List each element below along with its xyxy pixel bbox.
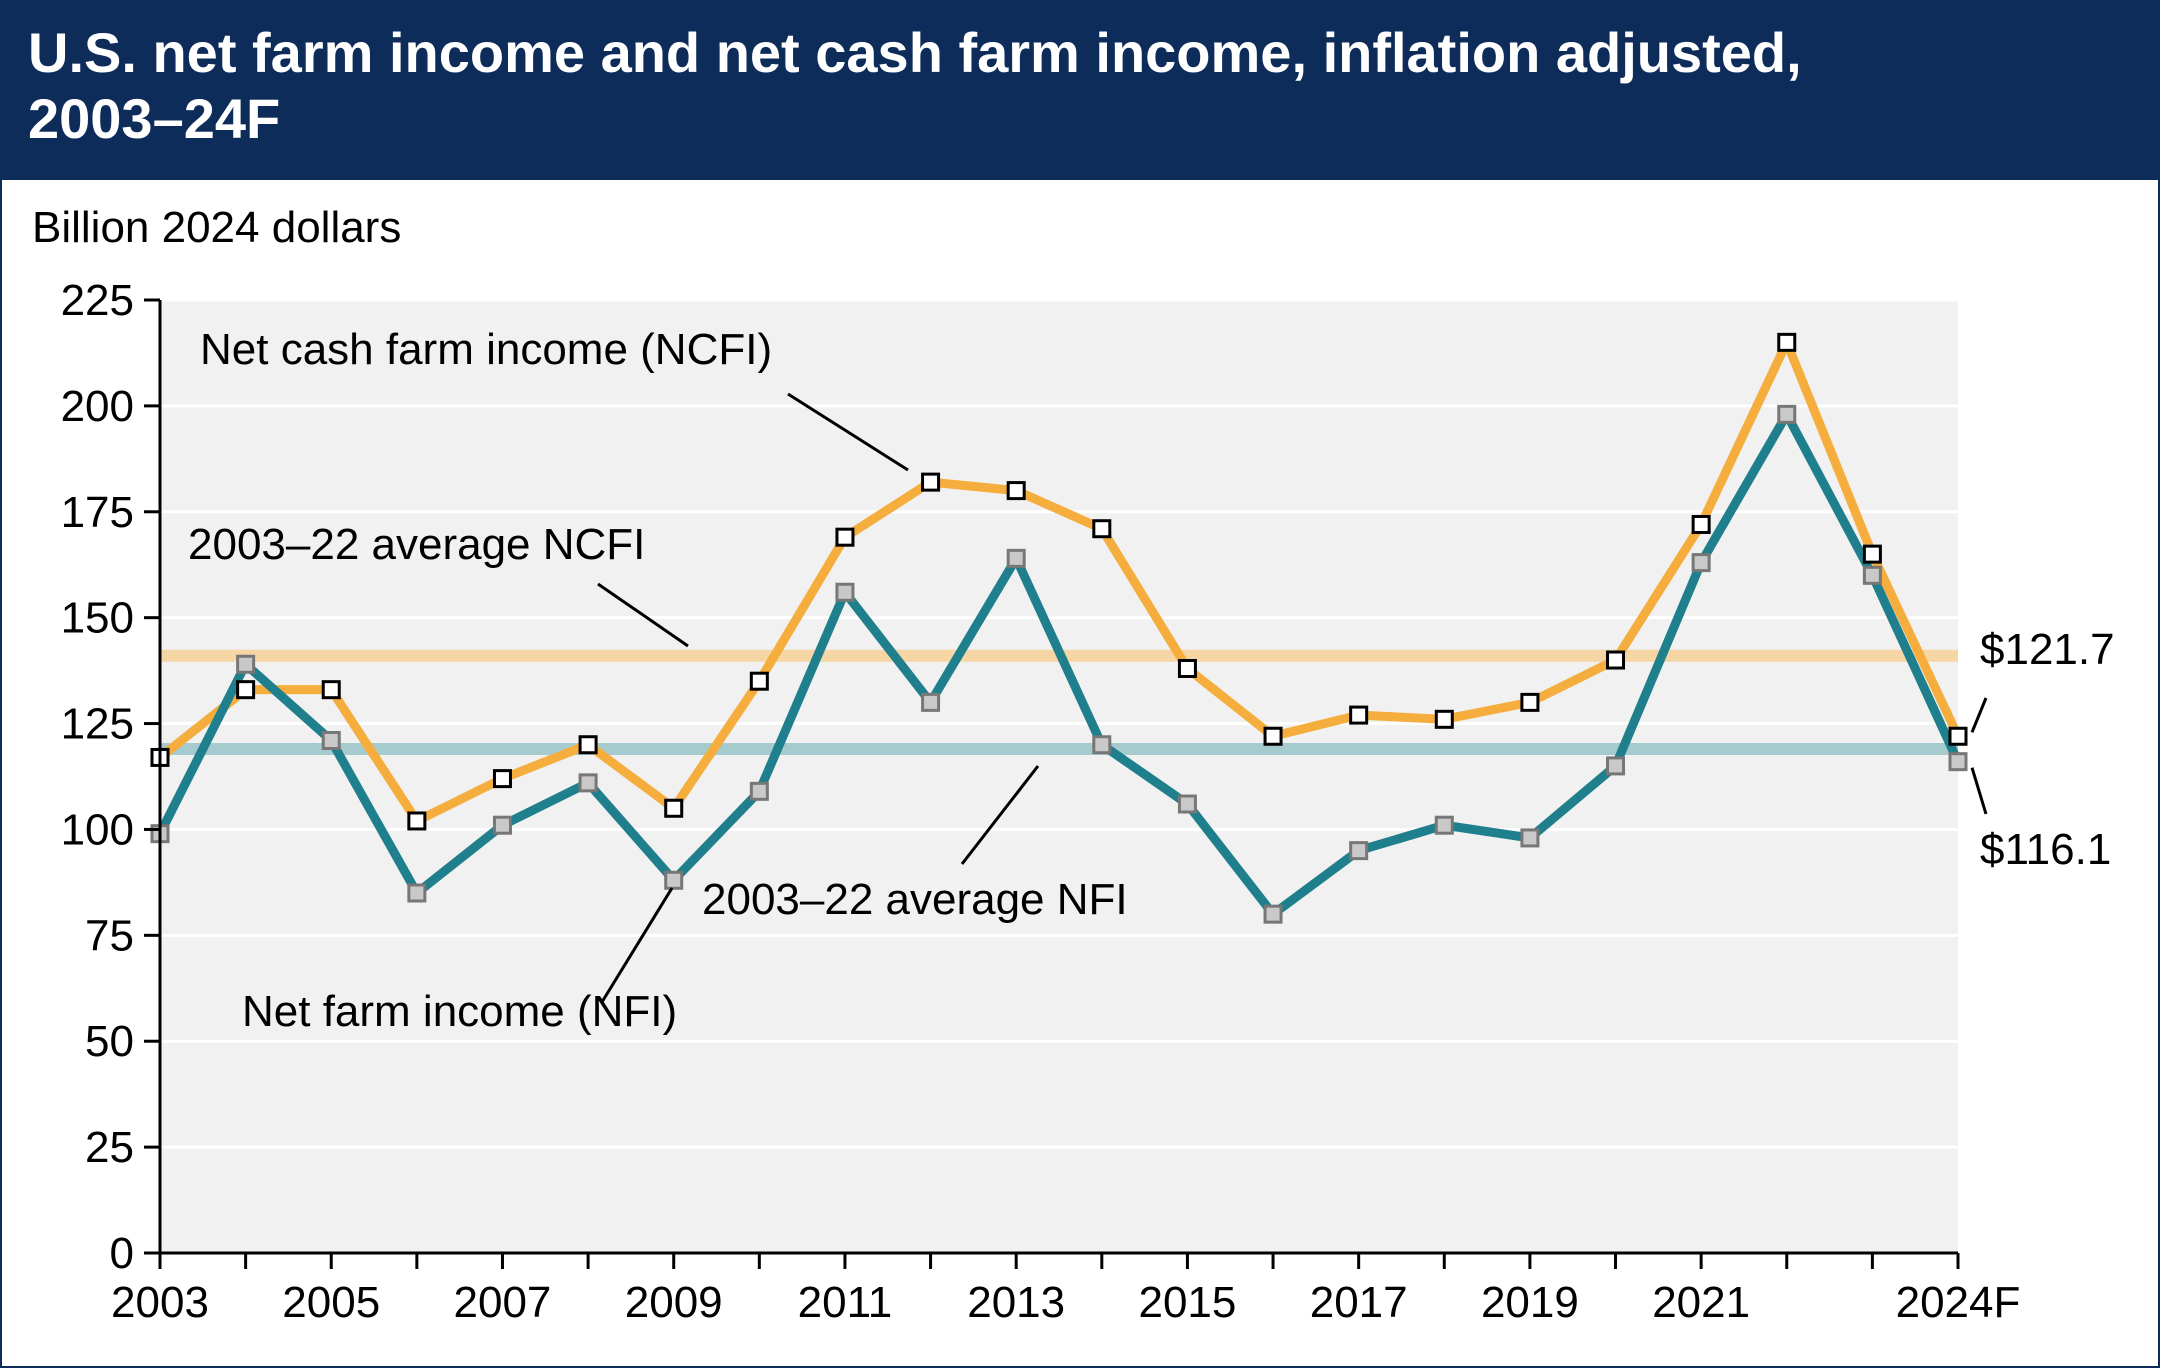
nfi-end-leader xyxy=(1970,767,1988,815)
y-axis-label: Billion 2024 dollars xyxy=(32,203,401,252)
ncfi-point xyxy=(492,769,512,789)
avg-ncfi-label: 2003–22 average NCFI xyxy=(188,520,645,569)
nfi-point xyxy=(1606,756,1626,776)
y-tick-label: 125 xyxy=(61,700,134,749)
y-tick-label: 225 xyxy=(61,276,134,325)
ncfi-point xyxy=(1434,709,1454,729)
y-tick-label: 175 xyxy=(61,488,134,537)
nfi-point xyxy=(1177,794,1197,814)
ncfi-point xyxy=(1691,514,1711,534)
ncfi-point xyxy=(749,671,769,691)
ncfi-point xyxy=(835,527,855,547)
nfi-point xyxy=(835,582,855,602)
ncfi-end-leader xyxy=(1970,697,1988,733)
nfi-point xyxy=(236,654,256,674)
ncfi-point xyxy=(407,811,427,831)
ncfi-point xyxy=(921,472,941,492)
nfi-point xyxy=(749,781,769,801)
ncfi-point xyxy=(1520,692,1540,712)
nfi-point xyxy=(921,692,941,712)
chart-title: U.S. net farm income and net cash farm i… xyxy=(28,21,1802,150)
nfi-point xyxy=(1349,841,1369,861)
y-tick-label: 0 xyxy=(110,1229,134,1278)
ncfi-label-leader xyxy=(787,392,909,472)
ncfi-point xyxy=(1777,332,1797,352)
y-tick-label: 50 xyxy=(85,1017,134,1066)
plot-area xyxy=(160,300,1958,1253)
ncfi-point xyxy=(1948,726,1968,746)
ncfi-series-line xyxy=(157,337,1963,826)
x-tick-label: 2024F xyxy=(1896,1278,2021,1327)
nfi-point xyxy=(1862,565,1882,585)
nfi-point xyxy=(492,815,512,835)
avg-nfi-label: 2003–22 average NFI xyxy=(702,875,1128,924)
nfi-point xyxy=(664,870,684,890)
nfi-point xyxy=(1434,815,1454,835)
nfi-series-line xyxy=(155,409,1963,919)
x-tick-label: 2021 xyxy=(1652,1278,1750,1327)
x-tick-label: 2013 xyxy=(967,1278,1065,1327)
x-tick-label: 2019 xyxy=(1481,1278,1579,1327)
avg-ncfi-leader xyxy=(597,582,689,648)
ncfi-point xyxy=(1006,481,1026,501)
x-tick-label: 2003 xyxy=(111,1278,209,1327)
avg-nfi-leader xyxy=(960,765,1040,865)
nfi-point xyxy=(1948,752,1968,772)
title-bar: U.S. net farm income and net cash farm i… xyxy=(2,2,2158,180)
nfi-end-value-label: $116.1 xyxy=(1980,825,2111,874)
y-tick-label: 75 xyxy=(85,911,134,960)
ncfi-point xyxy=(664,798,684,818)
x-tick-label: 2005 xyxy=(282,1278,380,1327)
nfi-point xyxy=(1777,404,1797,424)
x-tick-label: 2011 xyxy=(798,1278,893,1327)
ncfi-point xyxy=(1177,658,1197,678)
y-tick-label: 100 xyxy=(61,805,134,854)
ncfi-point xyxy=(578,735,598,755)
nfi-label-leader xyxy=(600,887,674,1003)
nfi-series-label: Net farm income (NFI) xyxy=(242,987,677,1036)
x-tick-label: 2009 xyxy=(625,1278,723,1327)
x-tick-label: 2015 xyxy=(1138,1278,1236,1327)
nfi-point xyxy=(1520,828,1540,848)
x-tick-label: 2007 xyxy=(454,1278,552,1327)
ncfi-point xyxy=(321,680,341,700)
nfi-point xyxy=(407,883,427,903)
nfi-point xyxy=(321,730,341,750)
nfi-point xyxy=(578,773,598,793)
ncfi-point xyxy=(236,680,256,700)
ncfi-series-label: Net cash farm income (NCFI) xyxy=(200,325,772,374)
nfi-point xyxy=(1691,553,1711,573)
ncfi-point xyxy=(1263,726,1283,746)
ncfi-end-value-label: $121.7 xyxy=(1980,625,2115,674)
ncfi-point xyxy=(1092,519,1112,539)
x-tick-label: 2017 xyxy=(1310,1278,1408,1327)
ncfi-point xyxy=(1606,650,1626,670)
nfi-point xyxy=(1263,904,1283,924)
y-tick-label: 200 xyxy=(61,382,134,431)
y-tick-label: 150 xyxy=(61,594,134,643)
nfi-point xyxy=(1092,735,1112,755)
y-tick-label: 25 xyxy=(85,1123,134,1172)
nfi-point xyxy=(1006,548,1026,568)
ncfi-point xyxy=(1349,705,1369,725)
ncfi-point xyxy=(1862,544,1882,564)
